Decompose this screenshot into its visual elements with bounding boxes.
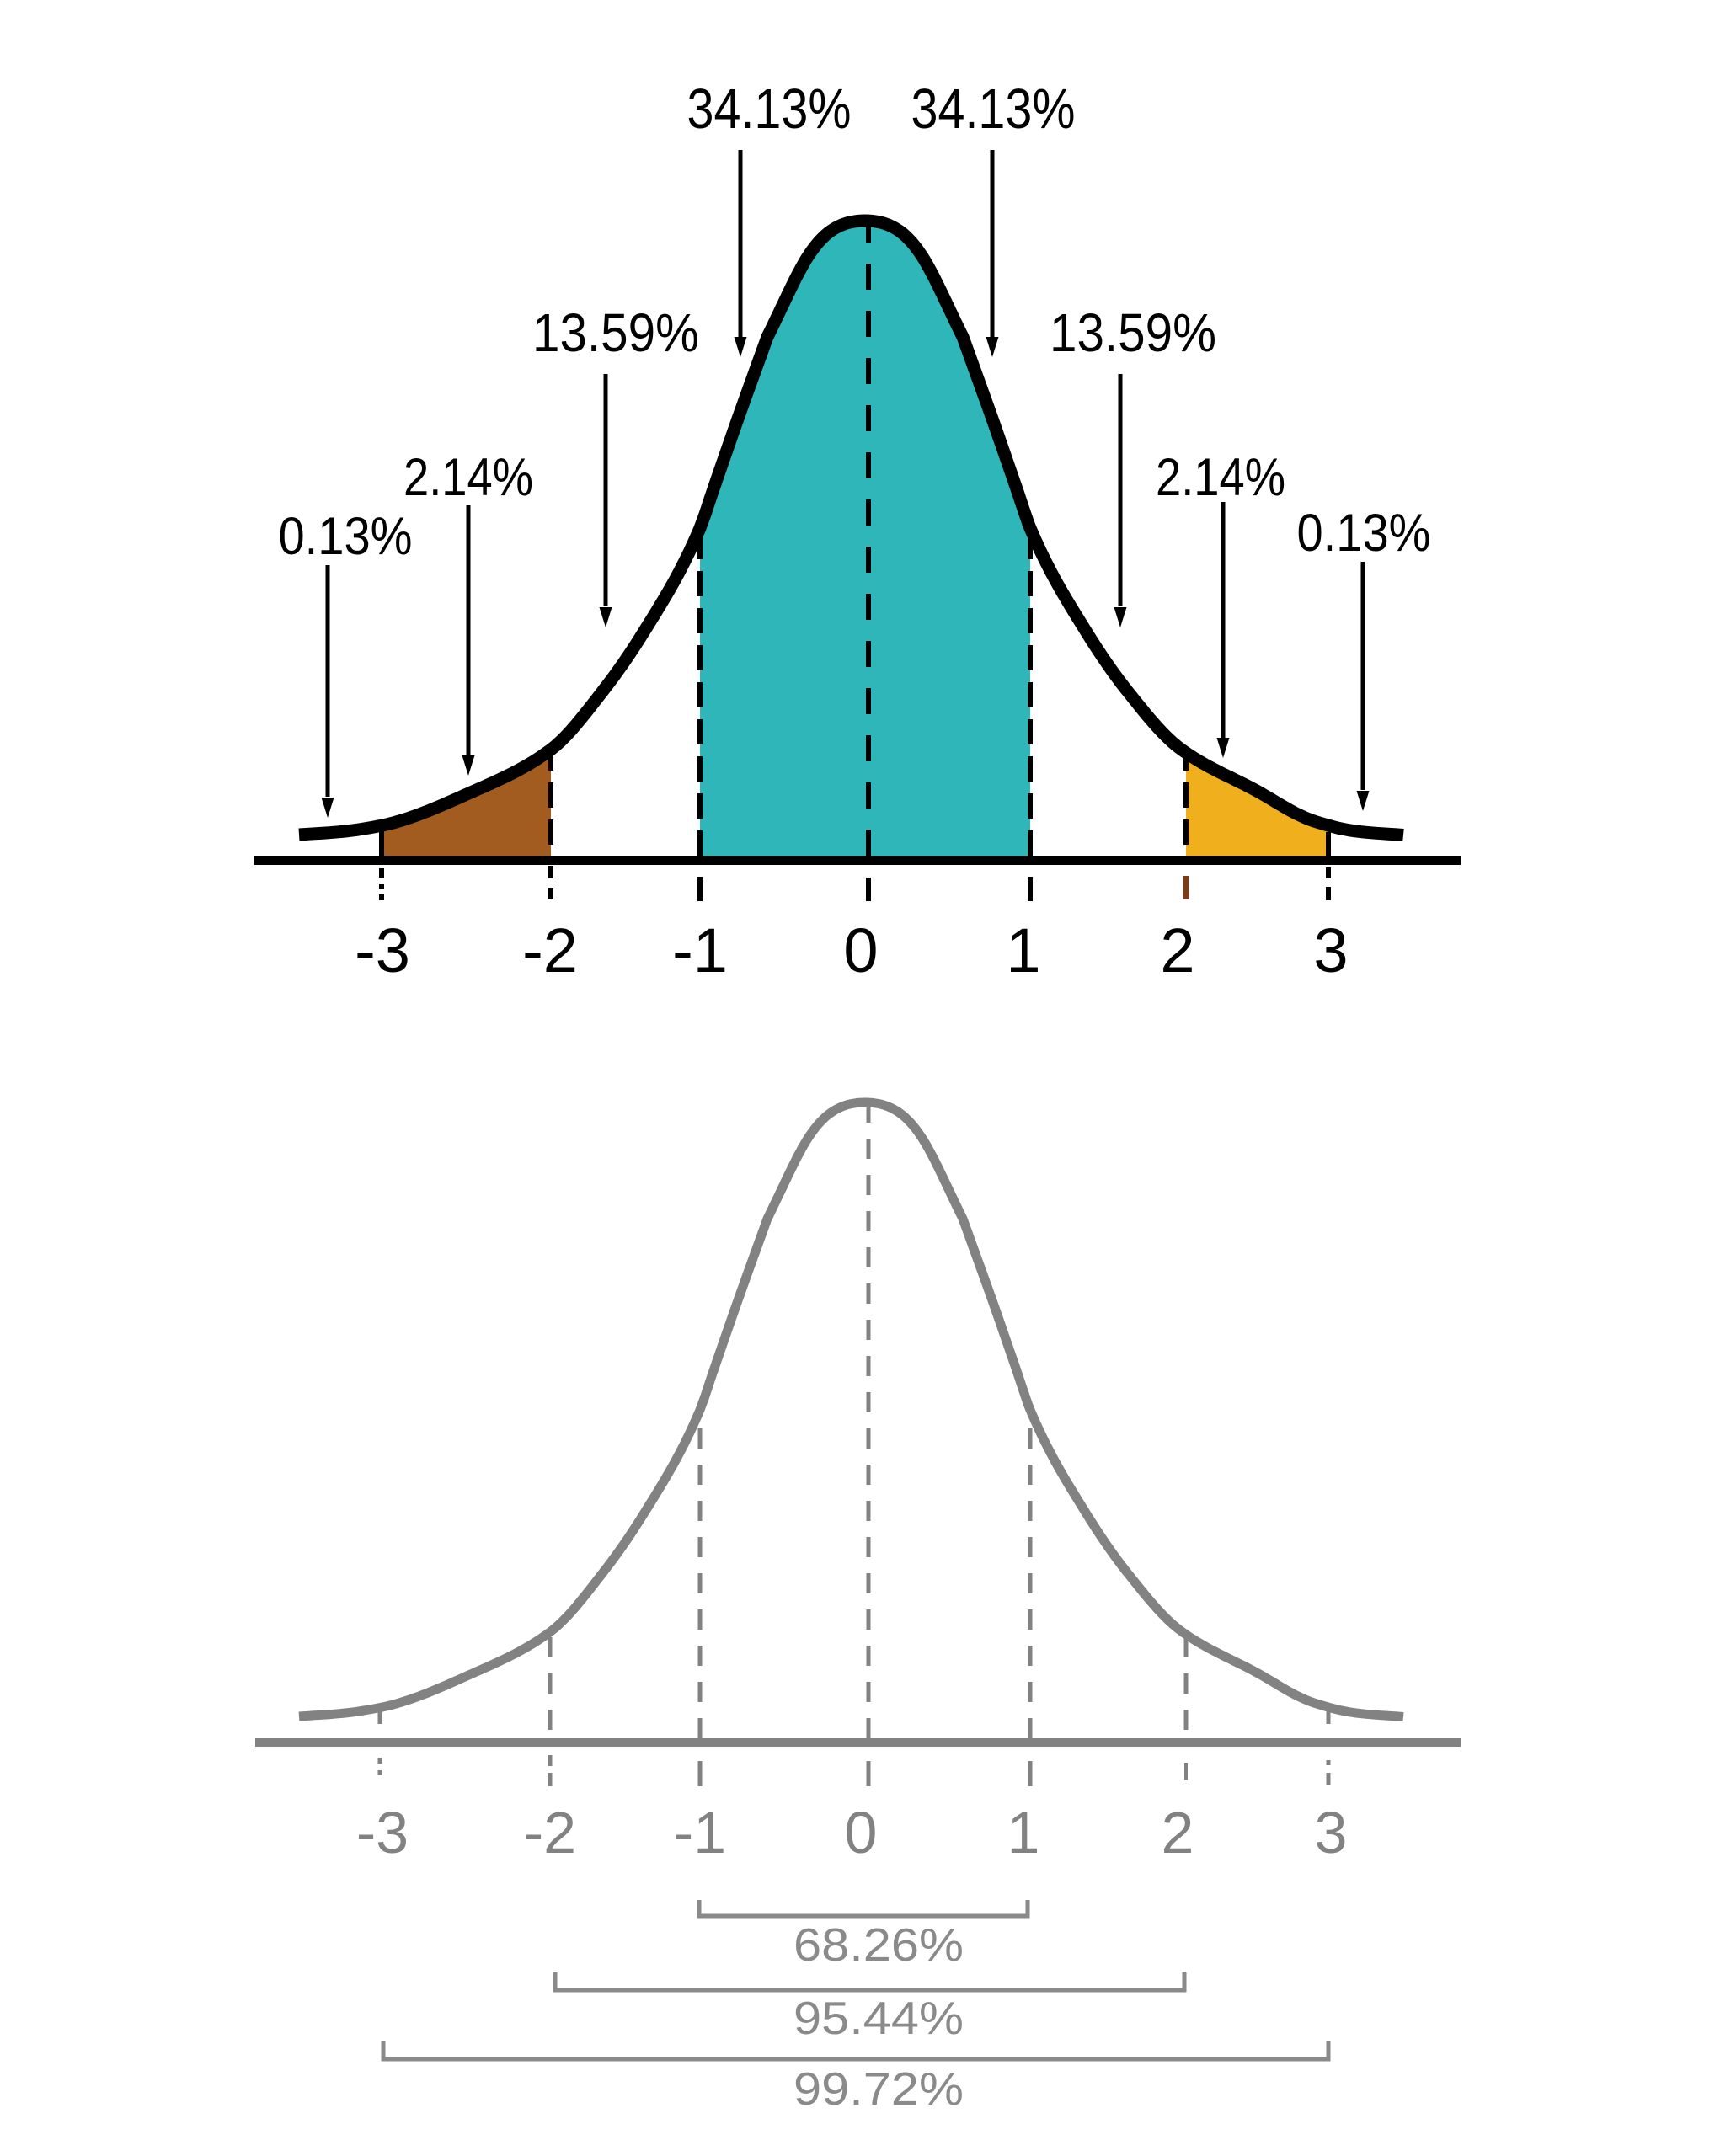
svg-text:13.59%: 13.59%	[1050, 302, 1216, 363]
svg-text:2.14%: 2.14%	[1156, 448, 1285, 507]
svg-text:2.14%: 2.14%	[403, 448, 533, 507]
svg-text:-2: -2	[522, 915, 578, 985]
svg-text:2: 2	[1160, 915, 1194, 985]
svg-text:3: 3	[1315, 1800, 1348, 1865]
svg-text:-1: -1	[674, 1800, 726, 1865]
svg-text:2: 2	[1162, 1800, 1194, 1865]
svg-text:-2: -2	[524, 1800, 576, 1865]
svg-text:-3: -3	[356, 1800, 409, 1865]
svg-text:95.44%: 95.44%	[793, 1992, 964, 2044]
svg-text:0: 0	[843, 915, 878, 985]
svg-text:1: 1	[1007, 1800, 1040, 1865]
svg-text:34.13%: 34.13%	[911, 77, 1076, 141]
svg-text:34.13%: 34.13%	[687, 77, 852, 141]
svg-text:0.13%: 0.13%	[279, 507, 413, 566]
svg-text:3: 3	[1313, 915, 1348, 985]
svg-text:68.26%: 68.26%	[793, 1919, 964, 1971]
svg-text:-1: -1	[672, 915, 728, 985]
svg-text:0.13%: 0.13%	[1297, 504, 1431, 563]
svg-text:13.59%: 13.59%	[532, 302, 699, 363]
svg-text:1: 1	[1006, 915, 1040, 985]
svg-text:-3: -3	[355, 915, 410, 985]
svg-text:99.72%: 99.72%	[793, 2063, 964, 2115]
svg-text:0: 0	[845, 1800, 878, 1865]
